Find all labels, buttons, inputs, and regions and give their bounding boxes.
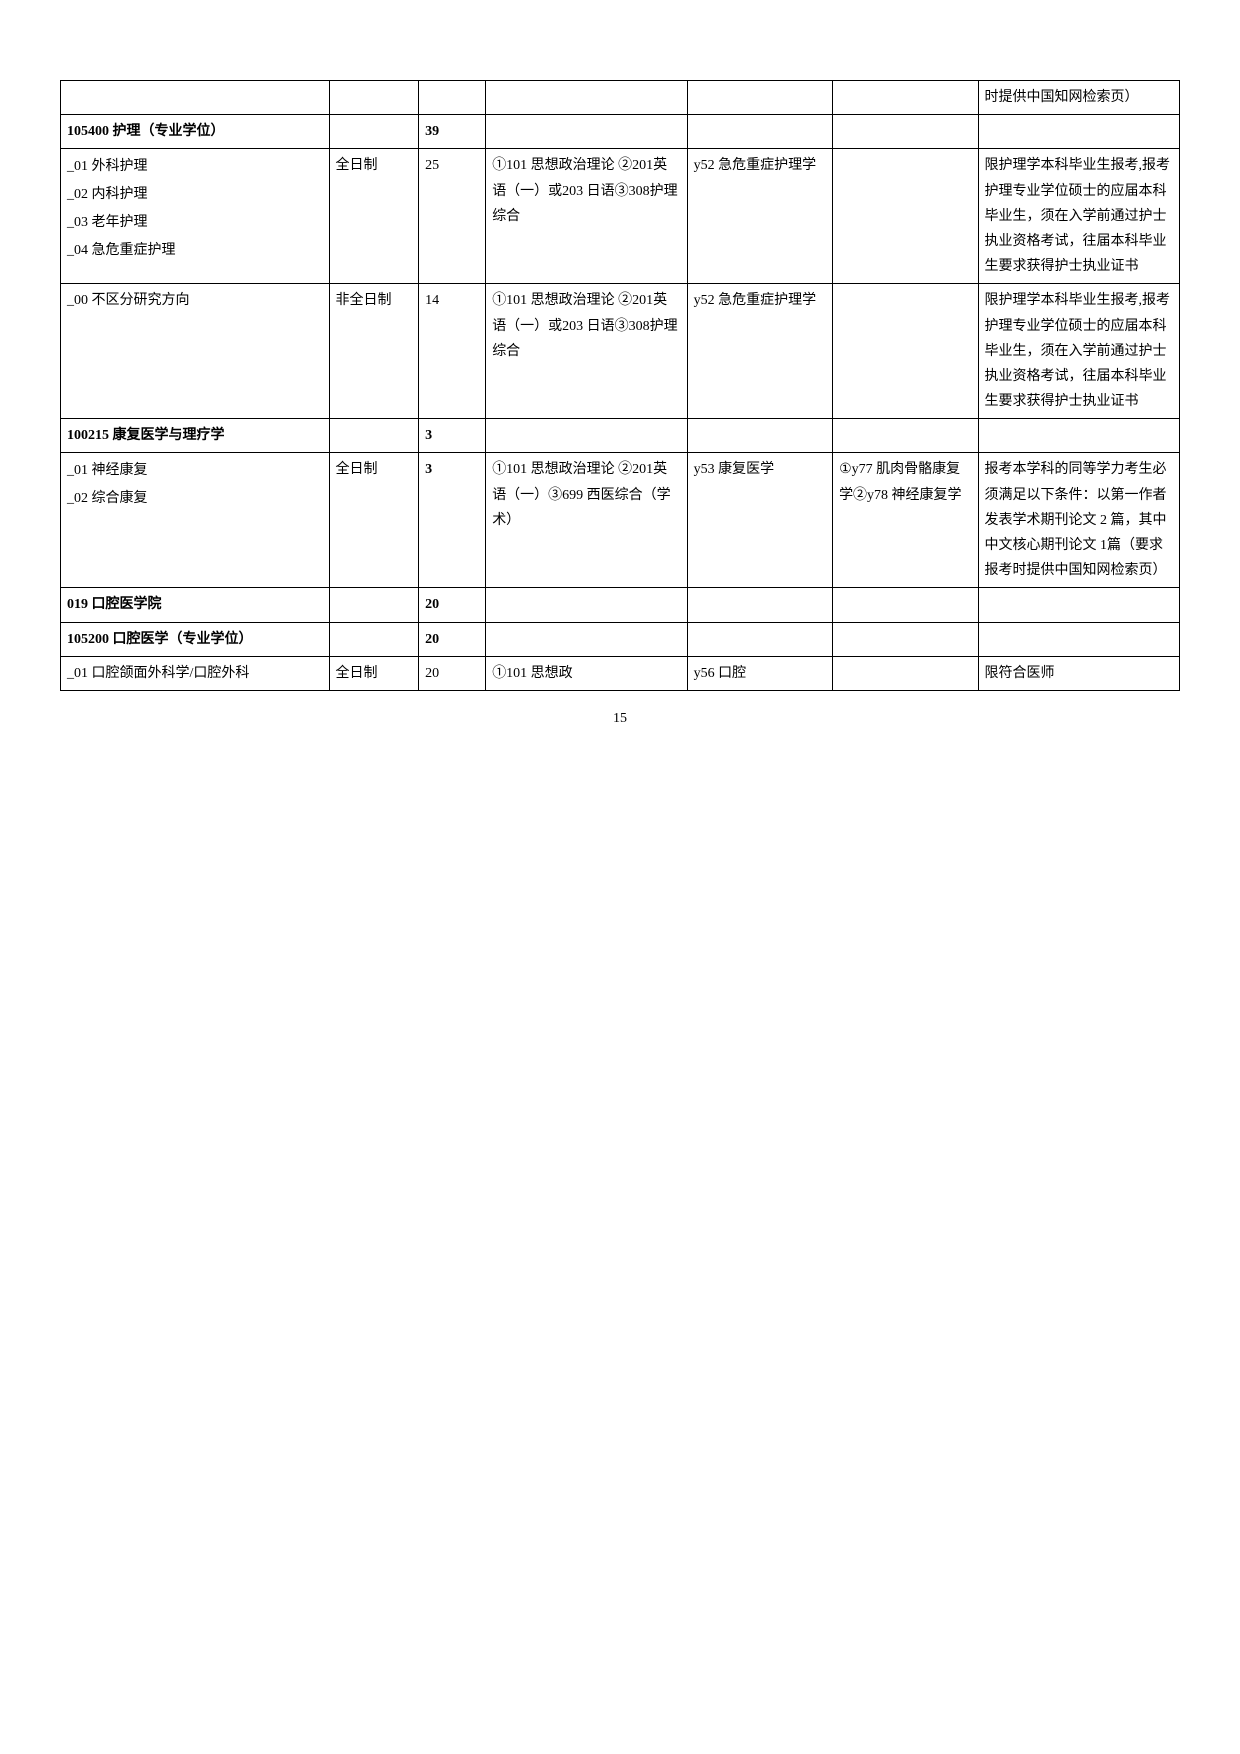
table-cell: 报考本学科的同等学力考生必须满足以下条件：以第一作者发表学术期刊论文 2 篇，其… (978, 453, 1179, 588)
table-row: _01 神经康复_02 综合康复全日制3①101 思想政治理论 ②201英语（一… (61, 453, 1180, 588)
table-cell (978, 622, 1179, 656)
table-cell (419, 81, 486, 115)
table-cell (978, 419, 1179, 453)
table-cell (687, 622, 832, 656)
table-row: 时提供中国知网检索页） (61, 81, 1180, 115)
table-cell (329, 588, 419, 622)
table-cell: y52 急危重症护理学 (687, 284, 832, 419)
table-cell (486, 419, 687, 453)
table-cell: 14 (419, 284, 486, 419)
table-cell: _01 口腔颌面外科学/口腔外科 (61, 656, 330, 690)
table-cell: 全日制 (329, 656, 419, 690)
table-cell (833, 588, 978, 622)
table-cell (687, 419, 832, 453)
table-cell (329, 81, 419, 115)
table-cell: ①101 思想政治理论 ②201英语（一）或203 日语③308护理综合 (486, 149, 687, 284)
table-cell: 非全日制 (329, 284, 419, 419)
table-row: 019 口腔医学院 20 (61, 588, 1180, 622)
table-cell: ①101 思想政治理论 ②201英语（一）或203 日语③308护理综合 (486, 284, 687, 419)
table-row: _01 外科护理_02 内科护理_03 老年护理_04 急危重症护理全日制25①… (61, 149, 1180, 284)
table-cell: 限符合医师 (978, 656, 1179, 690)
table-row: _00 不区分研究方向非全日制14①101 思想政治理论 ②201英语（一）或2… (61, 284, 1180, 419)
table-cell (833, 656, 978, 690)
table-row: 105400 护理（专业学位） 39 (61, 115, 1180, 149)
program-table: 时提供中国知网检索页）105400 护理（专业学位）39_01 外科护理_02 … (60, 80, 1180, 691)
page-number: 15 (60, 711, 1180, 727)
table-cell (486, 115, 687, 149)
table-cell (978, 115, 1179, 149)
table-cell: _01 外科护理_02 内科护理_03 老年护理_04 急危重症护理 (61, 149, 330, 284)
table-cell (486, 81, 687, 115)
table-cell: 限护理学本科毕业生报考,报考护理专业学位硕士的应届本科毕业生，须在入学前通过护士… (978, 284, 1179, 419)
table-cell: 3 (419, 453, 486, 588)
table-cell (329, 115, 419, 149)
table-cell (329, 419, 419, 453)
table-cell (687, 588, 832, 622)
table-row: 105200 口腔医学（专业学位） 20 (61, 622, 1180, 656)
table-cell: y53 康复医学 (687, 453, 832, 588)
table-row: _01 口腔颌面外科学/口腔外科全日制20①101 思想政y56 口腔 限符合医师 (61, 656, 1180, 690)
table-cell: 时提供中国知网检索页） (978, 81, 1179, 115)
table-cell: 100215 康复医学与理疗学 (61, 419, 330, 453)
table-cell: ①y77 肌肉骨骼康复学②y78 神经康复学 (833, 453, 978, 588)
table-cell: 39 (419, 115, 486, 149)
table-cell: ①101 思想政治理论 ②201英语（一）③699 西医综合（学术） (486, 453, 687, 588)
table-cell: y56 口腔 (687, 656, 832, 690)
table-cell: _00 不区分研究方向 (61, 284, 330, 419)
table-cell (833, 419, 978, 453)
table-cell (687, 81, 832, 115)
table-cell (833, 115, 978, 149)
table-cell (61, 81, 330, 115)
table-cell (687, 115, 832, 149)
table-cell (486, 622, 687, 656)
table-cell (486, 588, 687, 622)
table-cell: 全日制 (329, 453, 419, 588)
table-cell: 25 (419, 149, 486, 284)
table-cell: 20 (419, 588, 486, 622)
table-cell: 20 (419, 656, 486, 690)
table-cell (833, 81, 978, 115)
table-cell: 105400 护理（专业学位） (61, 115, 330, 149)
table-cell: ①101 思想政 (486, 656, 687, 690)
table-cell: 3 (419, 419, 486, 453)
table-cell: _01 神经康复_02 综合康复 (61, 453, 330, 588)
table-cell (978, 588, 1179, 622)
table-cell (833, 284, 978, 419)
table-cell: y52 急危重症护理学 (687, 149, 832, 284)
table-cell: 105200 口腔医学（专业学位） (61, 622, 330, 656)
table-row: 100215 康复医学与理疗学 3 (61, 419, 1180, 453)
table-cell (833, 622, 978, 656)
table-cell: 019 口腔医学院 (61, 588, 330, 622)
table-cell (833, 149, 978, 284)
table-cell: 20 (419, 622, 486, 656)
table-cell: 全日制 (329, 149, 419, 284)
table-cell: 限护理学本科毕业生报考,报考护理专业学位硕士的应届本科毕业生，须在入学前通过护士… (978, 149, 1179, 284)
table-cell (329, 622, 419, 656)
